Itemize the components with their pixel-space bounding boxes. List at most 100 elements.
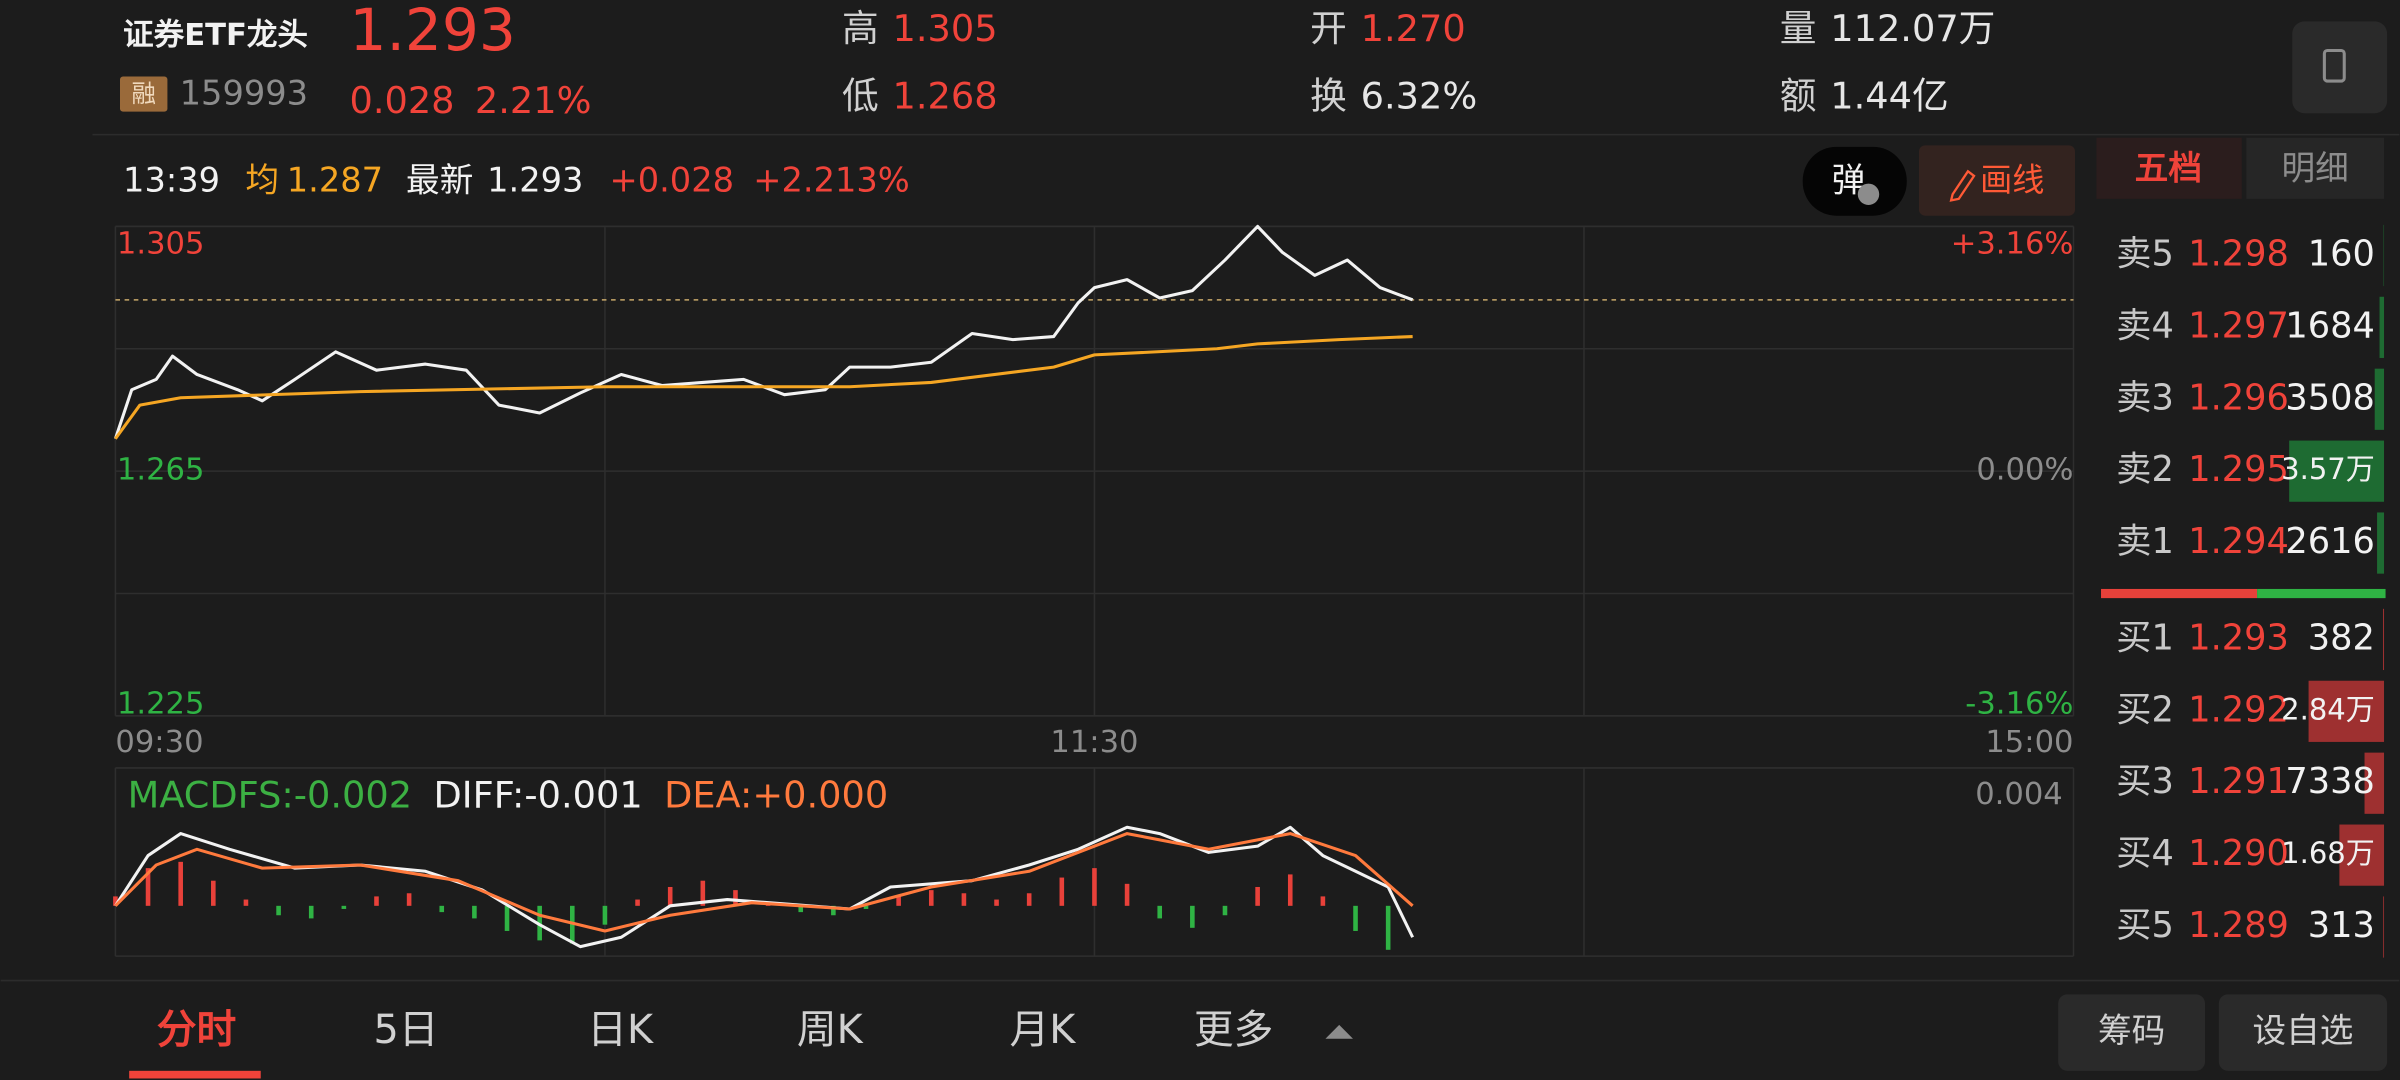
bid-price: 1.293 (2188, 617, 2289, 658)
y-tick-label: 1.225 (117, 687, 205, 722)
macd-bar (798, 905, 804, 913)
y-tick-label: 1.305 (117, 226, 205, 261)
stat-label: 量 (1780, 7, 1817, 50)
info-time: 13:39 (123, 161, 220, 200)
ask-volume-bar (2377, 512, 2385, 574)
bid-label: 买4 (2116, 833, 2174, 874)
bid-price: 1.290 (2188, 833, 2289, 874)
bottom-tab[interactable]: 日K (587, 1007, 654, 1053)
bid-price: 1.291 (2188, 761, 2289, 802)
bid-volume: 382 (2308, 617, 2375, 658)
chip-button[interactable] (2058, 994, 2206, 1071)
x-tick-label: 15:00 (1985, 725, 2073, 760)
ask-volume-bar (2379, 296, 2385, 358)
stat-value: 1.305 (893, 7, 998, 50)
macd-line (114, 832, 1414, 933)
more-arrow (1325, 1024, 1353, 1039)
ask-label: 卖1 (2116, 521, 2174, 562)
macd-bar (113, 896, 118, 906)
info-change: +0.028 (610, 161, 735, 200)
draw-label: 画线 (1980, 161, 2044, 199)
ask-price: 1.295 (2188, 449, 2289, 490)
stat-label: 额 (1780, 74, 1817, 117)
macd-bar (1255, 886, 1260, 906)
legend-entry: DEA:+0.000 (664, 773, 888, 816)
bottom-tab[interactable]: 周K (797, 1007, 864, 1053)
bottom-tab[interactable]: 更多 (1194, 1007, 1274, 1053)
macd-bar (1157, 905, 1163, 919)
stat-label: 高 (842, 7, 879, 50)
margin-tag: 融 (131, 79, 155, 108)
bid-volume: 2.84万 (2281, 692, 2375, 726)
watchlist-label: 设自选 (2252, 1011, 2353, 1050)
stat-value: 1.270 (1361, 7, 1466, 50)
book-tab-bg[interactable] (2246, 137, 2385, 199)
ask-volume: 3.57万 (2281, 452, 2375, 486)
danmu-button[interactable] (1802, 146, 1907, 216)
bid-volume-bar (2364, 752, 2385, 814)
macd-bar (863, 905, 869, 909)
stat-label: 换 (1310, 74, 1347, 117)
macd-bar (1353, 905, 1358, 931)
y2-tick-label: +3.16% (1951, 226, 2074, 261)
ask-volume: 1684 (2285, 305, 2375, 346)
stat-value: 112.07万 (1830, 7, 1995, 50)
macd-bar (145, 868, 151, 906)
macd-bar (961, 893, 967, 906)
macd-bar (504, 905, 510, 931)
ask-label: 卖5 (2116, 233, 2174, 274)
info-change-pct: +2.213% (753, 161, 909, 200)
stat-value: 6.32% (1361, 74, 1478, 117)
macd-bar (1026, 893, 1032, 906)
stat-value: 1.268 (893, 74, 998, 117)
stat-label: 开 (1310, 7, 1347, 50)
ratio-bar-buy (2101, 588, 2258, 599)
ask-price: 1.297 (2188, 305, 2289, 346)
book-tab-active-bg[interactable] (2096, 137, 2242, 199)
macd-bar (1059, 877, 1065, 906)
bid-label: 买2 (2116, 689, 2174, 730)
macd-bar (1222, 905, 1228, 916)
price-change: 0.028 (349, 79, 454, 122)
bottom-tabs: 分时 5日 日K 周K 月K 更多 (129, 1007, 1274, 1079)
ask-volume: 2616 (2285, 521, 2375, 562)
bid-volume-bar (2308, 680, 2385, 742)
macd-bar (570, 905, 575, 944)
bottom-tab[interactable]: 5日 (374, 1007, 439, 1053)
x-tick-label: 11:30 (1050, 725, 1138, 760)
macd-bar (1287, 874, 1293, 906)
y-tick-label: 1.265 (117, 453, 205, 488)
stat-label: 低 (842, 74, 879, 117)
bottom-tab[interactable]: 月K (1010, 1007, 1077, 1053)
ask-label: 卖4 (2116, 305, 2174, 346)
ratio-bar-sell (2257, 588, 2386, 599)
bid-price: 1.289 (2188, 905, 2289, 946)
macd-bar (733, 890, 738, 906)
device-icon (2322, 48, 2346, 83)
macd-bar (439, 905, 445, 913)
ask-price: 1.294 (2188, 521, 2289, 562)
ask-volume-bar (2374, 368, 2385, 430)
price-line (114, 335, 1413, 440)
macd-bar (994, 899, 999, 906)
macd-bar (1124, 883, 1130, 906)
macd-bar (1190, 905, 1195, 928)
margin-tag-bg (120, 76, 168, 112)
book-tab[interactable]: 明细 (2282, 148, 2349, 187)
ask-price: 1.298 (2188, 233, 2289, 274)
bottom-tab[interactable]: 分时 (157, 1007, 237, 1053)
bid-volume-bar (2383, 608, 2385, 671)
x-tick-label: 09:30 (115, 725, 203, 760)
stock-code: 159993 (180, 73, 308, 112)
macd-bar (341, 905, 347, 909)
watchlist-button[interactable] (2218, 994, 2388, 1071)
macd-bar (211, 880, 216, 906)
device-button[interactable] (2292, 21, 2388, 114)
info-latest: 1.293 (487, 161, 583, 200)
macd-bar (374, 896, 379, 906)
macd-bar (896, 896, 901, 906)
bid-volume: 7338 (2285, 761, 2375, 802)
book-tab[interactable]: 五档 (2135, 148, 2202, 187)
stat-value: 1.44亿 (1830, 74, 1948, 117)
